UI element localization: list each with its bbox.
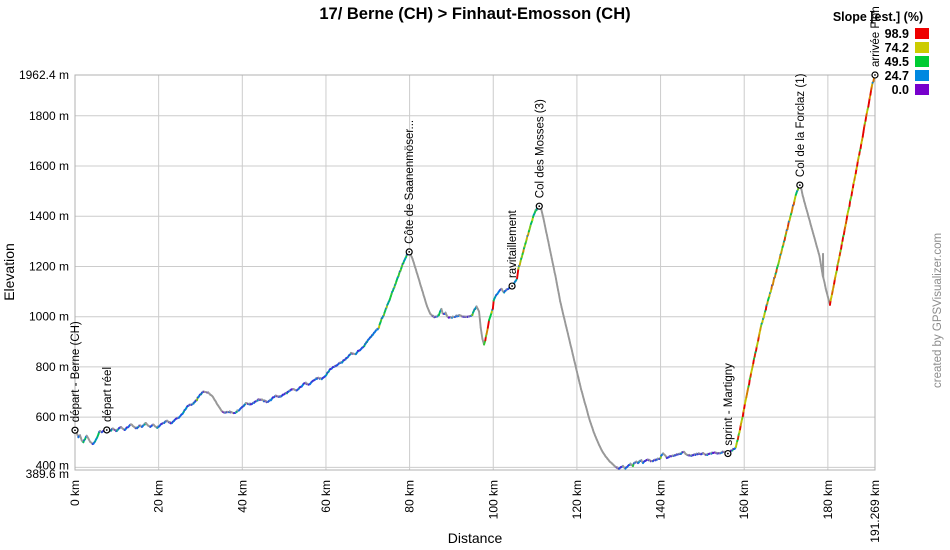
y-tick-label: 400 m (36, 458, 69, 472)
waypoint-marker-dot (874, 74, 876, 76)
x-tick-label: 20 km (152, 480, 166, 513)
legend-value: 74.2 (885, 41, 909, 55)
legend-swatch (915, 84, 929, 95)
waypoint-label: Côte de Saanenmöser... (404, 120, 416, 244)
waypoint-marker-dot (798, 184, 801, 187)
waypoint-label: départ réel (102, 367, 114, 422)
elevation-profile-line (74, 74, 876, 470)
y-tick-label: 389.6 m (26, 467, 69, 481)
profile-segment (485, 326, 489, 335)
plot-border (74, 74, 876, 471)
x-tick-label: 80 km (403, 480, 417, 513)
x-tick-label: 60 km (319, 480, 333, 513)
y-tick-label: 1000 m (29, 310, 69, 324)
y-tick-label: 1800 m (29, 109, 69, 123)
y-tick-label: 1400 m (29, 209, 69, 223)
legend-swatch (915, 42, 929, 53)
profile-segment (491, 299, 495, 310)
waypoint-marker-dot (538, 205, 541, 208)
waypoint-marker-dot (511, 285, 513, 287)
tick-layer: 1962.4 m 1800 m 1600 m 1400 m 1200 m 1000 m 80… (19, 68, 882, 543)
waypoint-marker-dot (105, 429, 108, 431)
slope-legend: Slope [est.] (%) 98.974.249.524.70.0 (833, 10, 929, 97)
watermark-credit: created by GPSVisualizer.com (932, 233, 944, 388)
x-tick-label: 180 km (821, 480, 835, 519)
waypoint-label: départ - Berne (CH) (70, 321, 82, 422)
waypoint-label: Col des Mosses (3) (534, 99, 546, 198)
chart-title: 17/ Berne (CH) > Finhaut-Emosson (CH) (319, 5, 630, 23)
y-tick-label: 1962.4 m (19, 68, 69, 82)
waypoint-marker-dot (408, 251, 411, 253)
legend-swatch (915, 28, 929, 39)
legend-value: 98.9 (885, 27, 909, 41)
legend-swatch (915, 70, 929, 81)
waypoint-label: ravitaillement (507, 210, 519, 279)
x-tick-label: 40 km (235, 480, 249, 513)
y-tick-label: 1200 m (29, 259, 69, 273)
x-tick-label: 120 km (570, 480, 584, 519)
y-tick-label: 1600 m (29, 159, 69, 173)
waypoint-layer: départ - Berne (CH) départ réel Côte de Sa… (70, 6, 882, 458)
x-tick-label: 0 km (68, 480, 82, 506)
waypoint-marker-dot (74, 429, 76, 432)
x-tick-label: 100 km (486, 480, 500, 519)
legend-title: Slope [est.] (%) (833, 10, 923, 24)
legend-value: 49.5 (885, 55, 909, 69)
profile-segment (516, 267, 520, 280)
x-tick-label: 140 km (654, 480, 668, 519)
y-axis-title: Elevation (1, 243, 17, 301)
waypoint-label: Col de la Forclaz (1) (795, 73, 807, 177)
x-axis-title: Distance (448, 530, 503, 546)
profile-segment (486, 319, 491, 329)
waypoint-label: sprint - Martigny (723, 363, 735, 446)
legend-value: 24.7 (885, 69, 909, 83)
legend-swatch (915, 56, 929, 67)
x-tick-label: 160 km (737, 480, 751, 519)
profile-segment (478, 318, 482, 329)
legend-value: 0.0 (892, 83, 909, 97)
x-tick-label: 191.269 km (868, 480, 882, 543)
grid-layer (74, 74, 876, 471)
profile-segment (478, 310, 481, 321)
y-tick-label: 600 m (36, 410, 69, 424)
waypoint-marker-dot (727, 452, 729, 455)
waypoint-label: arrivée Finh (870, 6, 882, 67)
y-tick-label: 800 m (36, 360, 69, 374)
